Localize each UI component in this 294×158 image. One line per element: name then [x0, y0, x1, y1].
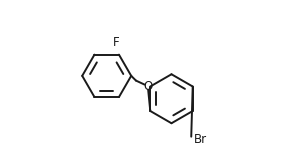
- Text: F: F: [113, 36, 119, 49]
- Text: O: O: [143, 80, 152, 93]
- Text: Br: Br: [194, 133, 207, 146]
